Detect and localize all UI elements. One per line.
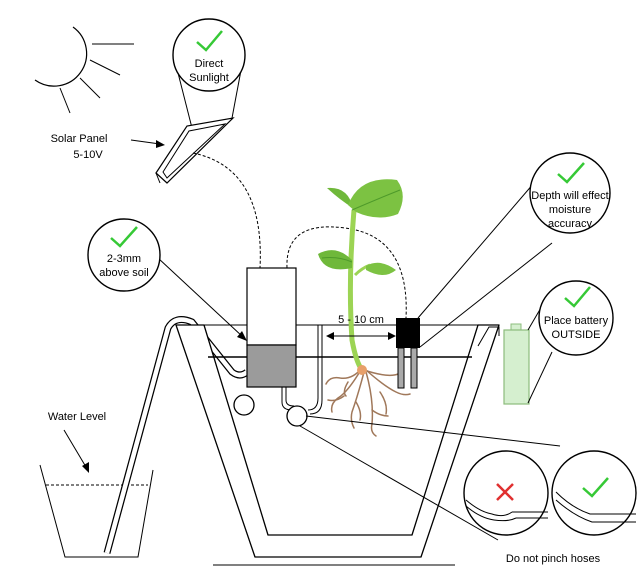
sun-icon [34, 26, 134, 114]
moisture-sensor [396, 318, 420, 389]
check-icon [110, 226, 138, 248]
check-icon [564, 286, 591, 308]
water-container [39, 464, 154, 558]
check-icon [196, 30, 223, 52]
controller-unit [246, 267, 297, 388]
height-callout-line1: 2-3mm [107, 253, 141, 265]
battery-callout-line2: OUTSIDE [552, 329, 601, 341]
height-callout-line2: above soil [99, 267, 149, 279]
solar-panel-voltage: 5-10V [73, 149, 103, 161]
solar-panel [155, 117, 235, 184]
sunlight-callout-line2: Sunlight [189, 72, 229, 84]
distance-label: 5 - 10 cm [338, 314, 384, 326]
check-icon [557, 162, 585, 184]
check-icon [582, 477, 609, 498]
correct-hose-example [551, 450, 637, 536]
height-callout: 2-3mm above soil [87, 218, 247, 341]
sunlight-callout-line1: Direct [195, 58, 224, 70]
battery-icon [503, 323, 530, 405]
battery-callout-line1: Place battery [544, 315, 609, 327]
cross-icon [496, 483, 514, 501]
plant-roots [325, 367, 411, 437]
do-not-pinch-label: Do not pinch hoses [506, 553, 601, 565]
water-level-label: Water Level [48, 411, 106, 423]
solar-panel-label: Solar Panel [51, 133, 108, 145]
pinched-hose-example [463, 450, 549, 536]
depth-callout-line2: moisture [549, 204, 591, 216]
sunlight-callout: Direct Sunlight [172, 18, 246, 129]
seedling-icon [318, 179, 403, 375]
depth-callout: Depth will effect moisture accuracy [529, 152, 611, 234]
depth-callout-line3: accuracy [548, 218, 593, 230]
depth-callout-line1: Depth will effect [531, 190, 608, 202]
battery-callout: Place battery OUTSIDE [538, 280, 614, 356]
